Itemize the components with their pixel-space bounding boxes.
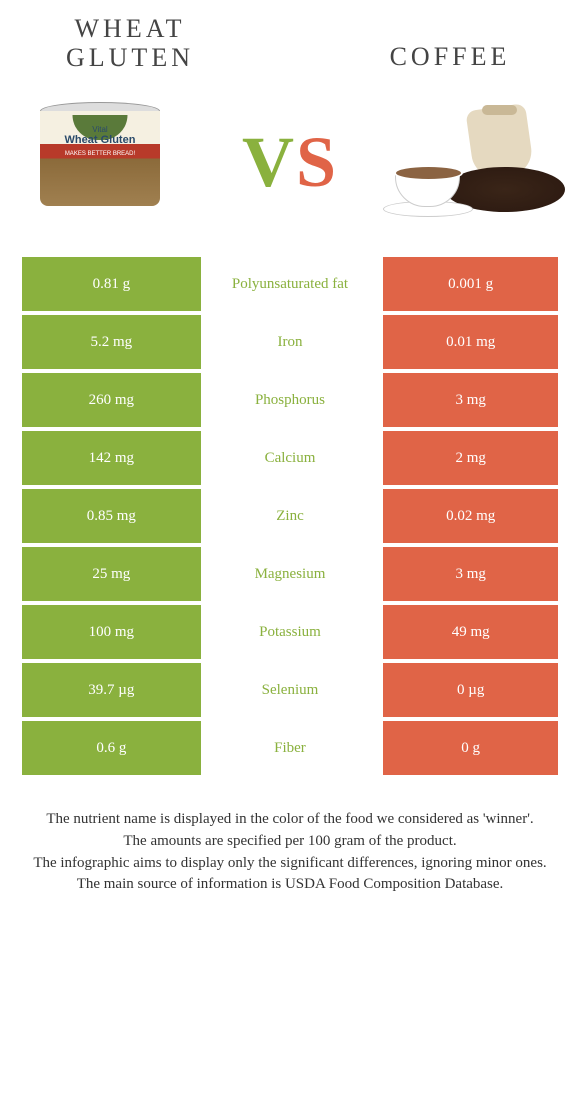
nutrient-name: Potassium <box>201 605 380 663</box>
nutrient-row: 5.2 mgIron0.01 mg <box>22 315 558 373</box>
vs-v: V <box>242 122 296 202</box>
nutrient-row: 100 mgPotassium49 mg <box>22 605 558 663</box>
nutrient-row: 142 mgCalcium2 mg <box>22 431 558 489</box>
footnotes: The nutrient name is displayed in the co… <box>18 809 562 896</box>
left-value: 39.7 µg <box>22 663 201 721</box>
nutrient-row: 260 mgPhosphorus3 mg <box>22 373 558 431</box>
nutrient-name: Selenium <box>201 663 380 721</box>
nutrient-table: 0.81 gPolyunsaturated fat0.001 g5.2 mgIr… <box>22 257 558 779</box>
title-line: gluten <box>66 43 194 72</box>
right-value: 0 µg <box>379 663 558 721</box>
right-value: 3 mg <box>379 373 558 431</box>
nutrient-tbody: 0.81 gPolyunsaturated fat0.001 g5.2 mgIr… <box>22 257 558 779</box>
nutrient-row: 25 mgMagnesium3 mg <box>22 547 558 605</box>
title-line: Wheat <box>75 14 186 43</box>
footnote-line: The infographic aims to display only the… <box>18 853 562 875</box>
left-value: 5.2 mg <box>22 315 201 373</box>
vs-label: VS <box>242 121 338 204</box>
nutrient-row: 39.7 µgSelenium0 µg <box>22 663 558 721</box>
footnote-line: The main source of information is USDA F… <box>18 874 562 896</box>
right-value: 0 g <box>379 721 558 779</box>
left-value: 25 mg <box>22 547 201 605</box>
nutrient-name: Magnesium <box>201 547 380 605</box>
left-product-image: Vital Wheat Gluten MAKES BETTER BREAD! <box>15 92 185 232</box>
nutrient-name: Phosphorus <box>201 373 380 431</box>
header: Wheat gluten Coffee <box>0 0 580 72</box>
nutrient-row: 0.81 gPolyunsaturated fat0.001 g <box>22 257 558 315</box>
left-food-title: Wheat gluten <box>30 15 230 72</box>
left-value: 142 mg <box>22 431 201 489</box>
nutrient-name: Fiber <box>201 721 380 779</box>
left-value: 0.85 mg <box>22 489 201 547</box>
nutrient-row: 0.6 gFiber0 g <box>22 721 558 779</box>
footnote-line: The nutrient name is displayed in the co… <box>18 809 562 831</box>
nutrient-name: Calcium <box>201 431 380 489</box>
left-value: 0.81 g <box>22 257 201 315</box>
nutrient-name: Iron <box>201 315 380 373</box>
vs-s: S <box>296 122 338 202</box>
nutrient-name: Zinc <box>201 489 380 547</box>
nutrient-row: 0.85 mgZinc0.02 mg <box>22 489 558 547</box>
right-food-title: Coffee <box>350 15 550 72</box>
left-value: 100 mg <box>22 605 201 663</box>
right-value: 0.001 g <box>379 257 558 315</box>
footnote-line: The amounts are specified per 100 gram o… <box>18 831 562 853</box>
right-value: 0.02 mg <box>379 489 558 547</box>
left-value: 0.6 g <box>22 721 201 779</box>
right-value: 2 mg <box>379 431 558 489</box>
wheat-gluten-can-icon: Vital Wheat Gluten MAKES BETTER BREAD! <box>40 102 160 222</box>
images-row: Vital Wheat Gluten MAKES BETTER BREAD! V… <box>0 72 580 257</box>
nutrient-name: Polyunsaturated fat <box>201 257 380 315</box>
title-line: Coffee <box>390 42 511 71</box>
right-value: 0.01 mg <box>379 315 558 373</box>
right-value: 49 mg <box>379 605 558 663</box>
right-product-image <box>395 92 565 232</box>
left-value: 260 mg <box>22 373 201 431</box>
coffee-icon <box>395 107 565 217</box>
right-value: 3 mg <box>379 547 558 605</box>
